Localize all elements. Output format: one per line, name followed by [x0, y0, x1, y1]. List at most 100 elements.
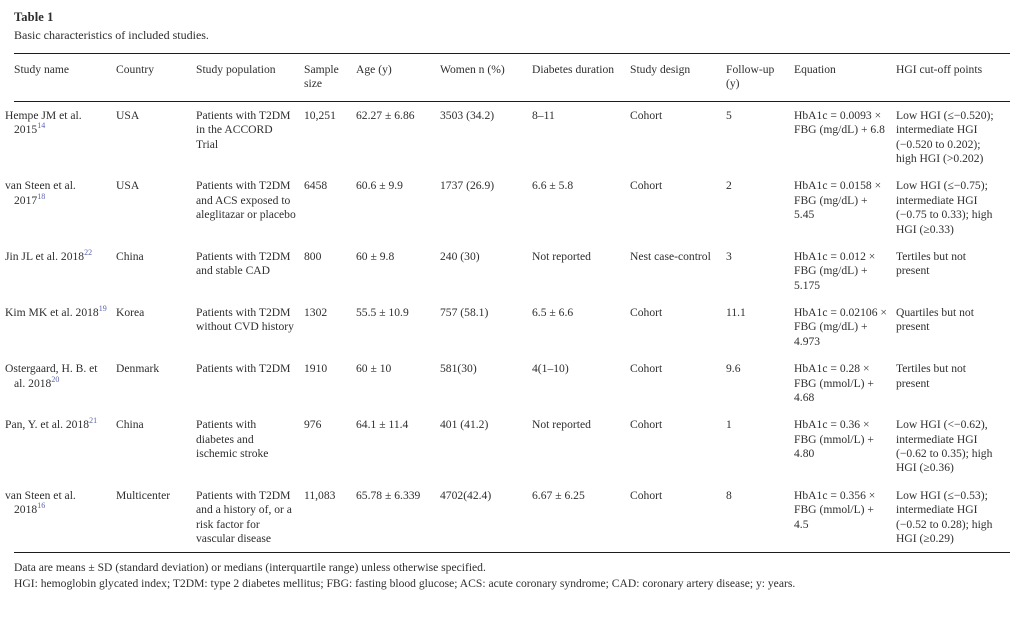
footnote-abbreviations-note: HGI: hemoglobin glycated index; T2DM: ty… [14, 577, 796, 591]
table-row: Jin JL et al. 201822 China Patients with… [5, 243, 1010, 299]
table-label: Table 1 [14, 10, 54, 24]
study-design-cell: Cohort [630, 306, 663, 320]
hgi-cutoff-cell: Low HGI (≤−0.520); intermediate HGI (−0.… [896, 108, 994, 166]
paper-page: Table 1 Basic characteristics of include… [5, 10, 1010, 592]
equation-cell: HbA1c = 0.356 × FBG (mmol/L) + 4.5 [794, 488, 876, 531]
table-footnotes: Data are means ± SD (standard deviation)… [14, 560, 1010, 592]
follow-up-cell: 8 [726, 488, 732, 502]
col-header-study-name: Study name [14, 53, 116, 102]
hgi-cutoff-cell: Tertiles but not present [896, 249, 967, 278]
age-cell: 62.27 ± 6.86 [356, 108, 415, 122]
study-design-cell: Nest case-control [630, 249, 711, 263]
table-row: Hempe JM et al. 201514 USA Patients with… [5, 101, 1010, 172]
study-name: Hempe JM et al. 2015 [5, 108, 82, 137]
age-cell: 65.78 ± 6.339 [356, 488, 421, 502]
table-caption: Basic characteristics of included studie… [14, 28, 209, 42]
citation-reference-link[interactable]: 21 [89, 416, 98, 426]
sample-size-cell: 1302 [304, 306, 328, 320]
diabetes-duration-cell: 6.5 ± 6.6 [532, 306, 574, 320]
study-name: Pan, Y. et al. 2018 [5, 418, 90, 432]
age-cell: 60 ± 10 [356, 362, 392, 376]
study-name-cell: Hempe JM et al. 201514 [5, 101, 116, 172]
col-header-country: Country [116, 53, 196, 102]
study-name-cell: Pan, Y. et al. 201821 [5, 411, 116, 482]
table-row: van Steen et al. 201718 USA Patients wit… [5, 172, 1010, 243]
citation-reference-link[interactable]: 20 [51, 374, 60, 384]
citation-reference-link[interactable]: 19 [98, 304, 107, 314]
study-name-cell: van Steen et al. 201718 [5, 172, 116, 243]
women-cell: 4702(42.4) [440, 488, 492, 502]
col-header-diabetes-duration: Diabetes duration [532, 53, 630, 102]
sample-size-cell: 6458 [304, 179, 328, 193]
country-cell: China [116, 249, 144, 263]
study-population-cell: Patients with diabetes and ischemic stro… [196, 418, 269, 461]
diabetes-duration-cell: 8–11 [532, 108, 555, 122]
col-header-sample-size: Sample size [304, 53, 356, 102]
study-name: van Steen et al. 2017 [5, 179, 76, 207]
table-row: Kim MK et al. 201819 Korea Patients with… [5, 299, 1010, 355]
diabetes-duration-cell: Not reported [532, 418, 591, 432]
country-cell: Multicenter [116, 488, 171, 502]
country-cell: China [116, 418, 144, 432]
women-cell: 581(30) [440, 362, 477, 376]
age-cell: 60.6 ± 9.9 [356, 179, 403, 193]
study-name-cell: van Steen et al. 201816 [5, 482, 116, 553]
diabetes-duration-cell: 4(1–10) [532, 362, 569, 376]
follow-up-cell: 3 [726, 249, 732, 263]
table-body: Hempe JM et al. 201514 USA Patients with… [5, 101, 1010, 553]
study-design-cell: Cohort [630, 362, 663, 376]
hgi-cutoff-cell: Low HGI (≤−0.75); intermediate HGI (−0.7… [896, 179, 993, 236]
citation-reference-link[interactable]: 16 [37, 501, 46, 511]
study-population-cell: Patients with T2DM in the ACCORD Trial [196, 108, 291, 151]
study-design-cell: Cohort [630, 108, 663, 122]
equation-cell: HbA1c = 0.012 × FBG (mg/dL) + 5.175 [794, 249, 876, 292]
women-cell: 757 (58.1) [440, 306, 489, 320]
col-header-equation: Equation [794, 53, 896, 102]
col-header-women: Women n (%) [440, 53, 532, 102]
col-header-study-population: Study population [196, 53, 304, 102]
citation-reference-link[interactable]: 18 [37, 191, 46, 201]
country-cell: USA [116, 108, 140, 122]
women-cell: 3503 (34.2) [440, 108, 495, 122]
study-population-cell: Patients with T2DM without CVD history [196, 306, 294, 334]
citation-reference-link[interactable]: 14 [37, 121, 46, 131]
follow-up-cell: 9.6 [726, 362, 741, 376]
study-population-cell: Patients with T2DM and a history of, or … [196, 488, 292, 545]
hgi-cutoff-cell: Tertiles but not present [896, 362, 967, 390]
equation-cell: HbA1c = 0.02106 × FBG (mg/dL) + 4.973 [794, 306, 887, 348]
follow-up-cell: 2 [726, 179, 732, 193]
sample-size-cell: 1910 [304, 362, 328, 376]
women-cell: 240 (30) [440, 249, 480, 263]
study-design-cell: Cohort [630, 179, 663, 193]
study-name: Jin JL et al. 2018 [5, 249, 85, 263]
hgi-cutoff-cell: Quartiles but not present [896, 306, 974, 334]
sample-size-cell: 11,083 [304, 488, 336, 502]
study-name: Ostergaard, H. B. et al. 2018 [5, 362, 98, 390]
follow-up-cell: 1 [726, 418, 732, 432]
country-cell: USA [116, 179, 140, 193]
equation-cell: HbA1c = 0.36 × FBG (mmol/L) + 4.80 [794, 418, 874, 461]
follow-up-cell: 5 [726, 108, 732, 122]
diabetes-duration-cell: Not reported [532, 249, 591, 263]
study-design-cell: Cohort [630, 488, 663, 502]
study-design-cell: Cohort [630, 418, 663, 432]
sample-size-cell: 10,251 [304, 108, 336, 122]
hgi-cutoff-cell: Low HGI (<−0.62), intermediate HGI (−0.6… [896, 418, 993, 475]
age-cell: 55.5 ± 10.9 [356, 306, 409, 320]
equation-cell: HbA1c = 0.0093 × FBG (mg/dL) + 6.8 [794, 108, 885, 137]
diabetes-duration-cell: 6.6 ± 5.8 [532, 179, 574, 193]
sample-size-cell: 800 [304, 249, 322, 263]
col-header-follow-up: Follow-up (y) [726, 53, 794, 102]
citation-reference-link[interactable]: 22 [84, 248, 93, 258]
study-name: Kim MK et al. 2018 [5, 306, 99, 320]
country-cell: Denmark [116, 362, 160, 376]
age-cell: 60 ± 9.8 [356, 249, 395, 263]
diabetes-duration-cell: 6.67 ± 6.25 [532, 488, 585, 502]
equation-cell: HbA1c = 0.28 × FBG (mmol/L) + 4.68 [794, 362, 874, 404]
women-cell: 1737 (26.9) [440, 179, 495, 193]
equation-cell: HbA1c = 0.0158 × FBG (mg/dL) + 5.45 [794, 179, 882, 222]
table-row: Pan, Y. et al. 201821 China Patients wit… [5, 411, 1010, 482]
table-row: Ostergaard, H. B. et al. 201820 Denmark … [5, 355, 1010, 411]
sample-size-cell: 976 [304, 418, 322, 432]
hgi-cutoff-cell: Low HGI (≤−0.53); intermediate HGI (−0.5… [896, 488, 993, 545]
